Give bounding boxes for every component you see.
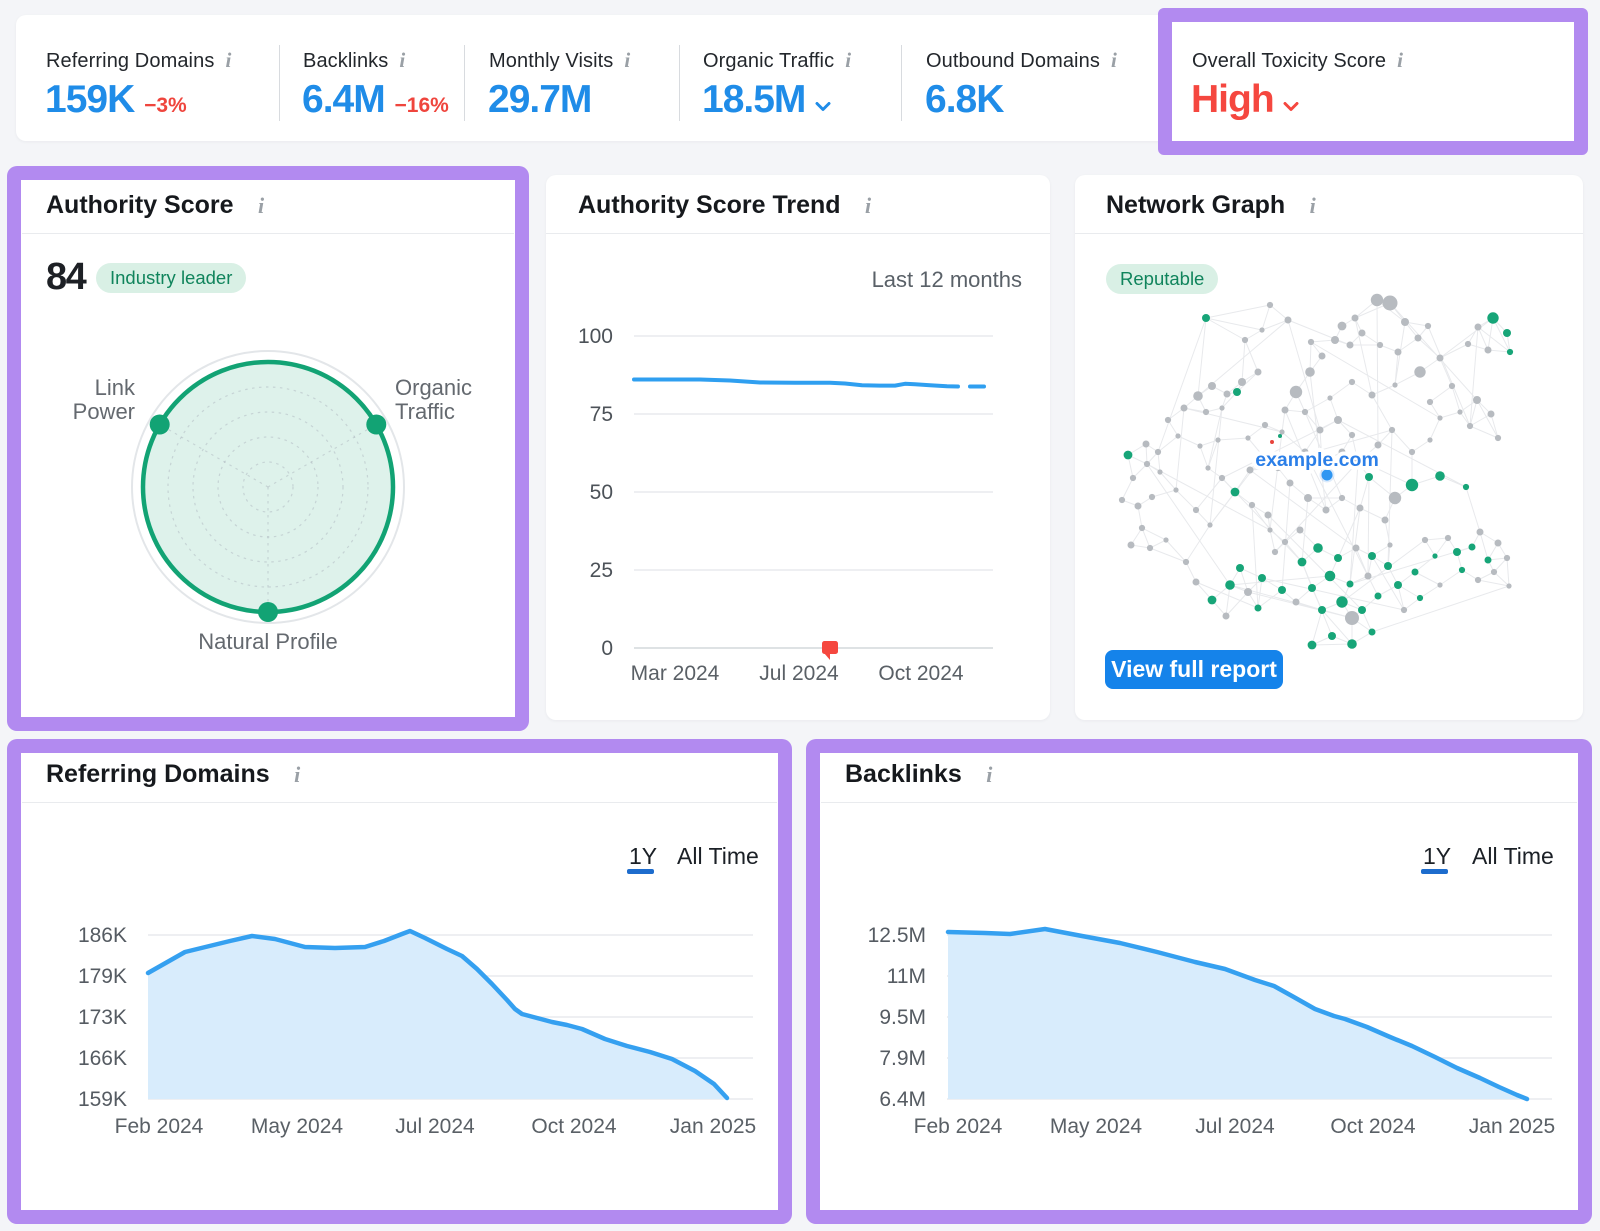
svg-text:Jul 2024: Jul 2024 [1195,1115,1275,1138]
svg-text:25: 25 [590,559,613,582]
svg-text:12.5M: 12.5M [868,924,926,947]
svg-text:Oct 2024: Oct 2024 [1330,1115,1416,1138]
svg-text:75: 75 [590,403,613,426]
svg-text:Feb 2024: Feb 2024 [914,1115,1003,1138]
svg-text:159K: 159K [78,1088,127,1111]
svg-text:Jan 2025: Jan 2025 [1469,1115,1555,1138]
svg-text:Jul 2024: Jul 2024 [395,1115,475,1138]
svg-text:Oct 2024: Oct 2024 [878,662,964,685]
svg-text:Mar 2024: Mar 2024 [631,662,720,685]
svg-text:7.9M: 7.9M [879,1047,926,1070]
svg-text:50: 50 [590,481,613,504]
svg-text:0: 0 [601,637,613,660]
svg-text:Jul 2024: Jul 2024 [759,662,839,685]
svg-text:11M: 11M [887,965,926,988]
svg-text:6.4M: 6.4M [879,1088,926,1111]
svg-text:May 2024: May 2024 [1050,1115,1143,1138]
svg-text:9.5M: 9.5M [879,1006,926,1029]
svg-text:173K: 173K [78,1006,127,1029]
svg-text:example.com: example.com [1255,449,1379,471]
svg-text:186K: 186K [78,924,127,947]
svg-text:May 2024: May 2024 [251,1115,344,1138]
svg-text:Feb 2024: Feb 2024 [115,1115,204,1138]
svg-text:Jan 2025: Jan 2025 [670,1115,756,1138]
svg-text:179K: 179K [78,965,127,988]
svg-text:Oct 2024: Oct 2024 [531,1115,617,1138]
svg-text:166K: 166K [78,1047,127,1070]
svg-text:100: 100 [578,325,613,348]
